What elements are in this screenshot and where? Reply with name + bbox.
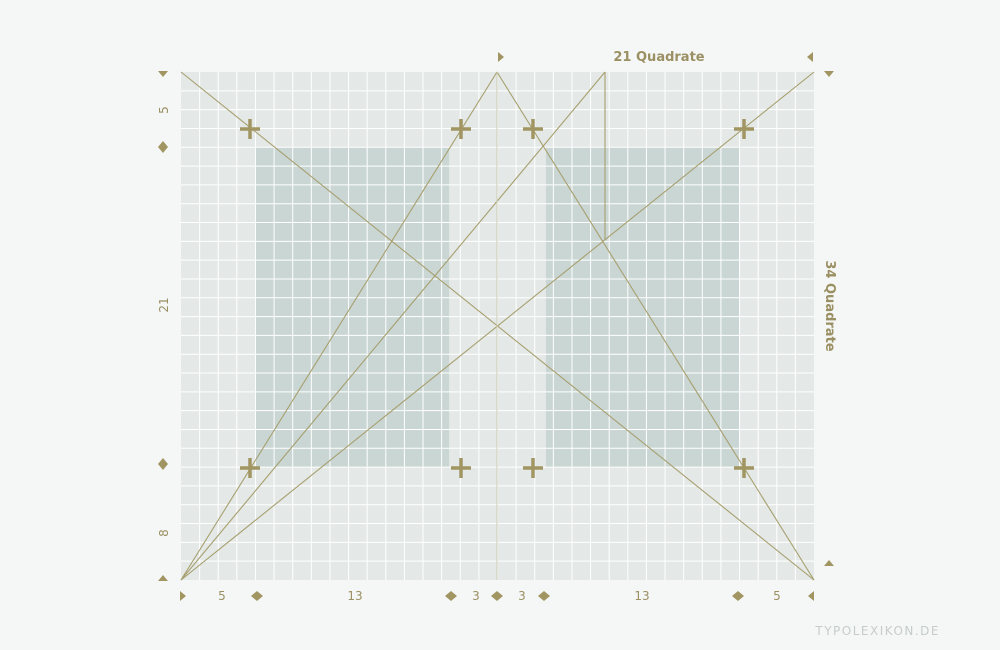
- marker-vertical-end: [158, 575, 168, 581]
- type-area-right: [545, 147, 740, 468]
- construction-line-left: [180, 71, 606, 581]
- corner-cross-4: [734, 119, 754, 139]
- label-horizontal-outer-right: 5: [773, 589, 781, 603]
- marker-horizontal-center-right: [497, 591, 503, 601]
- marker-horizontal-type-right-right: [738, 591, 744, 601]
- label-horizontal-inner-right: 3: [518, 589, 526, 603]
- corner-cross-8: [734, 458, 754, 478]
- diagonal-left-page: [180, 71, 498, 581]
- marker-horizontal-inner-right-left: [538, 591, 544, 601]
- label-vertical-type-height: 21: [157, 297, 171, 312]
- marker-horizontal-inner-right-right: [544, 591, 550, 601]
- dimension-markers: [158, 52, 834, 601]
- label-vertical-top-margin: 5: [157, 106, 171, 114]
- corner-crosses: [240, 119, 754, 478]
- marker-vertical-start: [158, 71, 168, 77]
- watermark: TYPOLEXIKON.DE: [814, 624, 940, 638]
- marker-side-start: [824, 71, 834, 77]
- corner-cross-1: [240, 119, 260, 139]
- diagonal-right-page: [496, 71, 815, 581]
- label-34-quadrate: 34 Quadrate: [822, 260, 837, 351]
- marker-vertical-type-top-up: [158, 141, 168, 147]
- marker-horizontal-type-left-left: [251, 591, 257, 601]
- label-horizontal-outer-left: 5: [218, 589, 226, 603]
- label-horizontal-column-right: 13: [634, 589, 649, 603]
- corner-cross-5: [240, 458, 260, 478]
- marker-vertical-type-bottom-up: [158, 458, 168, 464]
- marker-top-end: [807, 52, 813, 62]
- marker-horizontal-start: [180, 591, 186, 601]
- corner-cross-2: [451, 119, 471, 139]
- marker-horizontal-type-left-right: [257, 591, 263, 601]
- label-21-quadrate: 21 Quadrate: [613, 50, 704, 65]
- labels: 21 Quadrate 34 Quadrate 5 21 8 5 13 3 3 …: [157, 50, 940, 638]
- marker-top-start: [498, 52, 504, 62]
- marker-horizontal-center-left: [491, 591, 497, 601]
- corner-cross-6: [451, 458, 471, 478]
- marker-horizontal-inner-left-left: [445, 591, 451, 601]
- marker-horizontal-type-right-left: [732, 591, 738, 601]
- marker-horizontal-end: [808, 591, 814, 601]
- construction-lines: [180, 71, 815, 581]
- label-vertical-bottom-margin: 8: [157, 529, 171, 537]
- marker-vertical-type-top-down: [158, 147, 168, 153]
- label-horizontal-inner-left: 3: [472, 589, 480, 603]
- label-horizontal-column-left: 13: [347, 589, 362, 603]
- corner-cross-3: [523, 119, 543, 139]
- marker-vertical-type-bottom-down: [158, 464, 168, 470]
- marker-horizontal-inner-left-right: [451, 591, 457, 601]
- marker-side-end: [824, 560, 834, 566]
- corner-cross-7: [523, 458, 543, 478]
